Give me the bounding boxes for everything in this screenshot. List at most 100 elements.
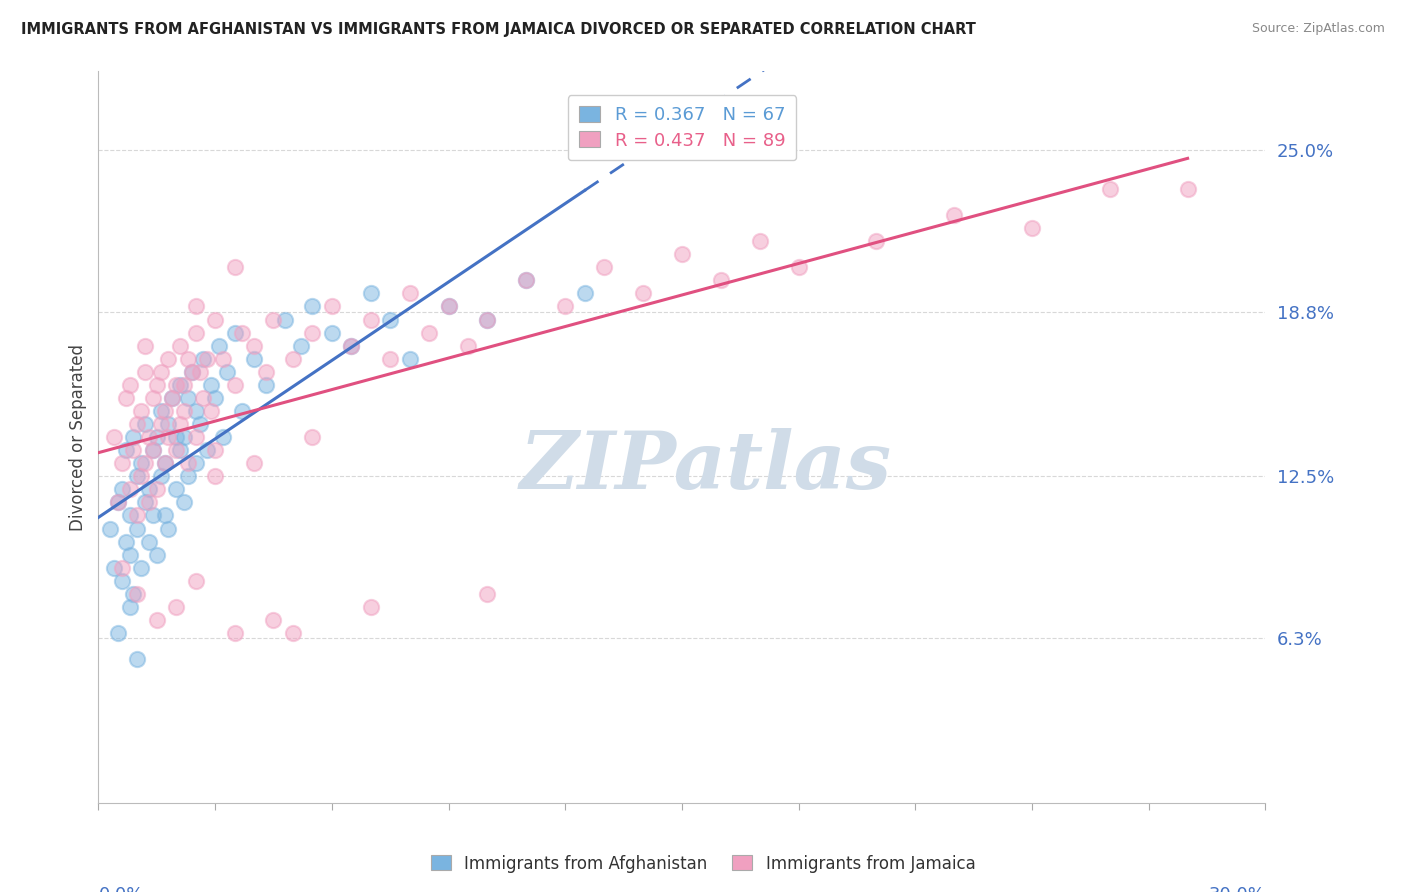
Point bbox=[321, 300, 343, 314]
Point bbox=[169, 417, 191, 431]
Point bbox=[134, 417, 156, 431]
Point bbox=[103, 430, 125, 444]
Point bbox=[231, 404, 253, 418]
Point bbox=[360, 286, 382, 301]
Point bbox=[418, 326, 440, 340]
Point bbox=[254, 365, 277, 379]
Point bbox=[107, 626, 129, 640]
Point bbox=[142, 443, 165, 458]
Point bbox=[184, 430, 207, 444]
Point bbox=[212, 351, 235, 366]
Point bbox=[173, 377, 195, 392]
Point bbox=[274, 312, 297, 326]
Point bbox=[169, 443, 191, 458]
Point bbox=[107, 495, 129, 509]
Point bbox=[184, 326, 207, 340]
Point bbox=[111, 456, 134, 470]
Text: 30.0%: 30.0% bbox=[1209, 887, 1265, 892]
Point bbox=[204, 391, 226, 405]
Point bbox=[173, 430, 195, 444]
Point bbox=[169, 377, 191, 392]
Point bbox=[118, 599, 141, 614]
Point bbox=[262, 613, 284, 627]
Point bbox=[188, 417, 211, 431]
Point bbox=[142, 391, 165, 405]
Point bbox=[134, 456, 156, 470]
Point bbox=[184, 574, 207, 588]
Point bbox=[122, 587, 145, 601]
Point bbox=[138, 495, 160, 509]
Point bbox=[301, 326, 323, 340]
Point bbox=[142, 443, 165, 458]
Point bbox=[360, 599, 382, 614]
Point bbox=[138, 430, 160, 444]
Point bbox=[129, 469, 152, 483]
Point bbox=[1177, 182, 1199, 196]
Point bbox=[127, 652, 149, 666]
Point bbox=[254, 377, 277, 392]
Point bbox=[1021, 221, 1043, 235]
Point bbox=[243, 339, 266, 353]
Point bbox=[157, 351, 180, 366]
Point bbox=[631, 286, 654, 301]
Point bbox=[127, 587, 149, 601]
Point bbox=[98, 521, 121, 535]
Point bbox=[380, 351, 402, 366]
Point bbox=[477, 587, 499, 601]
Point bbox=[340, 339, 363, 353]
Point bbox=[184, 404, 207, 418]
Point bbox=[157, 521, 180, 535]
Point bbox=[204, 312, 226, 326]
Point bbox=[554, 300, 576, 314]
Point bbox=[437, 300, 460, 314]
Point bbox=[208, 339, 231, 353]
Point bbox=[103, 560, 125, 574]
Point bbox=[477, 312, 499, 326]
Point bbox=[149, 365, 172, 379]
Point bbox=[122, 443, 145, 458]
Point bbox=[437, 300, 460, 314]
Point bbox=[281, 626, 304, 640]
Point bbox=[193, 391, 215, 405]
Point bbox=[162, 391, 184, 405]
Point bbox=[593, 260, 616, 275]
Point bbox=[153, 456, 176, 470]
Point bbox=[243, 456, 266, 470]
Point bbox=[127, 469, 149, 483]
Text: Source: ZipAtlas.com: Source: ZipAtlas.com bbox=[1251, 22, 1385, 36]
Point bbox=[204, 469, 226, 483]
Point bbox=[149, 469, 172, 483]
Point bbox=[177, 456, 200, 470]
Point bbox=[184, 456, 207, 470]
Point bbox=[153, 456, 176, 470]
Point bbox=[118, 377, 141, 392]
Point bbox=[129, 404, 152, 418]
Point bbox=[215, 365, 238, 379]
Point bbox=[153, 508, 176, 523]
Point bbox=[301, 430, 323, 444]
Point bbox=[177, 391, 200, 405]
Point bbox=[748, 234, 770, 248]
Point bbox=[157, 430, 180, 444]
Point bbox=[146, 483, 169, 497]
Point bbox=[149, 417, 172, 431]
Point bbox=[129, 456, 152, 470]
Point bbox=[142, 508, 165, 523]
Point bbox=[224, 377, 246, 392]
Point bbox=[153, 404, 176, 418]
Point bbox=[173, 495, 195, 509]
Point bbox=[200, 377, 222, 392]
Legend: R = 0.367   N = 67, R = 0.437   N = 89: R = 0.367 N = 67, R = 0.437 N = 89 bbox=[568, 95, 796, 161]
Point bbox=[127, 508, 149, 523]
Point bbox=[281, 351, 304, 366]
Point bbox=[321, 326, 343, 340]
Point bbox=[165, 377, 187, 392]
Text: ZIPatlas: ZIPatlas bbox=[519, 427, 891, 505]
Point bbox=[515, 273, 537, 287]
Point bbox=[165, 599, 187, 614]
Point bbox=[398, 286, 420, 301]
Point bbox=[114, 443, 136, 458]
Point bbox=[146, 377, 169, 392]
Point bbox=[127, 417, 149, 431]
Point bbox=[134, 339, 156, 353]
